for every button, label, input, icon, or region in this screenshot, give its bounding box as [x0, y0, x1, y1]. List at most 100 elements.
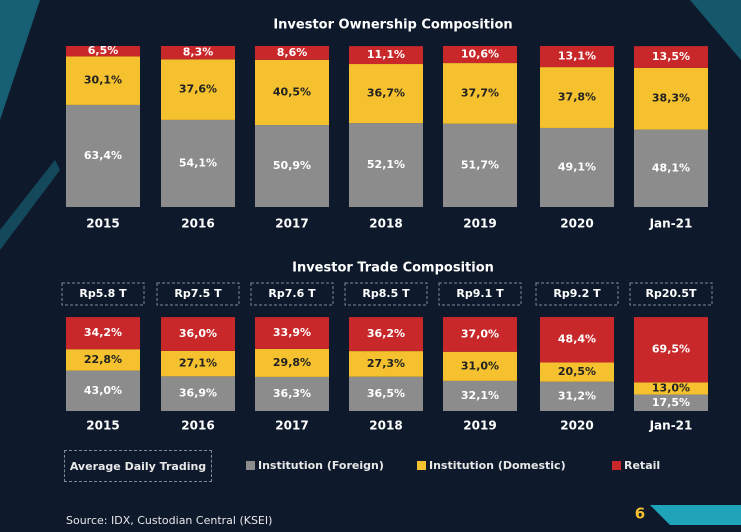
value-label: 48,1%: [652, 161, 690, 174]
bar-segment: [349, 351, 423, 377]
value-label: 36,2%: [367, 327, 405, 340]
bar-segment: [161, 46, 235, 60]
bar-segment: [161, 350, 235, 377]
value-label: 33,9%: [273, 326, 311, 339]
x-tick-label: 2019: [463, 217, 496, 231]
x-tick-label: 2020: [560, 217, 593, 231]
value-label: 34,2%: [84, 326, 122, 339]
bar-segment: [255, 348, 329, 377]
value-label: 27,3%: [367, 357, 405, 370]
value-label: 13,1%: [558, 50, 596, 63]
value-label: 27,1%: [179, 357, 217, 370]
value-label: 54,1%: [179, 156, 217, 169]
x-tick-label: 2016: [181, 217, 214, 231]
bar-segment: [443, 46, 517, 64]
bar-segment: [634, 67, 708, 130]
annotation: Rp9.2 T: [553, 287, 601, 300]
bar-segment: [255, 125, 329, 207]
chart-title: Investor Trade Composition: [292, 261, 494, 276]
bar-segment: [443, 123, 517, 207]
bar-segment: [349, 123, 423, 207]
bar-segment: [349, 46, 423, 65]
x-tick-label: 2018: [369, 217, 402, 231]
legend-label: Institution (Domestic): [429, 459, 566, 472]
value-label: 11,1%: [367, 48, 405, 61]
bar-segment: [255, 59, 329, 126]
legend-swatch: [246, 461, 255, 470]
value-label: 43,0%: [84, 384, 122, 397]
x-tick-label: Jan-21: [649, 217, 693, 231]
bar-segment: [634, 46, 708, 68]
bar-segment: [443, 317, 517, 352]
bar-segment: [66, 370, 140, 411]
legend-swatch: [612, 461, 621, 470]
value-label: 20,5%: [558, 365, 596, 378]
value-label: 36,7%: [367, 87, 405, 100]
bar-segment: [161, 59, 235, 120]
value-label: 36,5%: [367, 387, 405, 400]
bar-segment: [349, 376, 423, 411]
value-label: 8,6%: [277, 46, 308, 59]
legend-label: Retail: [624, 459, 660, 472]
bar-segment: [443, 63, 517, 124]
bar-segment: [161, 317, 235, 351]
x-tick-label: 2018: [369, 419, 402, 433]
bar-segment: [66, 317, 140, 350]
value-label: 32,1%: [461, 389, 499, 402]
annotation-box: [61, 282, 145, 306]
value-label: 37,7%: [461, 86, 499, 99]
x-tick-label: 2015: [86, 419, 119, 433]
decoration: [0, 160, 60, 250]
annotation: Rp9.1 T: [456, 287, 504, 300]
x-tick-label: 2017: [275, 217, 308, 231]
x-tick-label: 2016: [181, 419, 214, 433]
annotation-box: [629, 282, 713, 306]
bar-segment: [634, 129, 708, 207]
bar-segment: [66, 46, 140, 57]
annotation-box: [250, 282, 334, 306]
bar-segment: [66, 349, 140, 371]
bar-segment: [634, 394, 708, 411]
annotation-box: [535, 282, 619, 306]
value-label: 52,1%: [367, 158, 405, 171]
chart-title: Investor Ownership Composition: [273, 18, 512, 33]
bar-segment: [66, 104, 140, 207]
annotation: Rp7.6 T: [268, 287, 316, 300]
annotation: Rp20.5T: [646, 287, 697, 300]
bar-segment: [540, 67, 614, 128]
bar-segment: [443, 351, 517, 381]
x-tick-label: 2015: [86, 217, 119, 231]
value-label: 50,9%: [273, 159, 311, 172]
value-label: 36,0%: [179, 327, 217, 340]
decoration: [0, 0, 40, 120]
bar-segment: [255, 317, 329, 349]
bar-segment: [540, 381, 614, 411]
value-label: 37,6%: [179, 83, 217, 96]
value-label: 63,4%: [84, 149, 122, 162]
value-label: 38,3%: [652, 92, 690, 105]
value-label: 36,9%: [179, 387, 217, 400]
x-tick-label: Jan-21: [649, 419, 693, 433]
decoration: [690, 0, 741, 60]
source: Source: IDX, Custodian Central (KSEI): [66, 514, 272, 527]
value-label: 37,8%: [558, 91, 596, 104]
bar-segment: [540, 317, 614, 363]
bar-segment: [255, 46, 329, 60]
value-label: 29,8%: [273, 356, 311, 369]
value-label: 17,5%: [652, 396, 690, 409]
value-label: 69,5%: [652, 343, 690, 356]
bar-segment: [349, 317, 423, 352]
value-label: 51,7%: [461, 158, 499, 171]
bar-segment: [540, 127, 614, 207]
bar-segment: [349, 64, 423, 124]
bar-segment: [540, 46, 614, 68]
value-label: 10,6%: [461, 48, 499, 61]
value-label: 6,5%: [88, 44, 119, 57]
value-label: 13,5%: [652, 50, 690, 63]
value-label: 49,1%: [558, 160, 596, 173]
value-label: 31,2%: [558, 389, 596, 402]
bar-segment: [255, 376, 329, 411]
annotation-box: [156, 282, 240, 306]
